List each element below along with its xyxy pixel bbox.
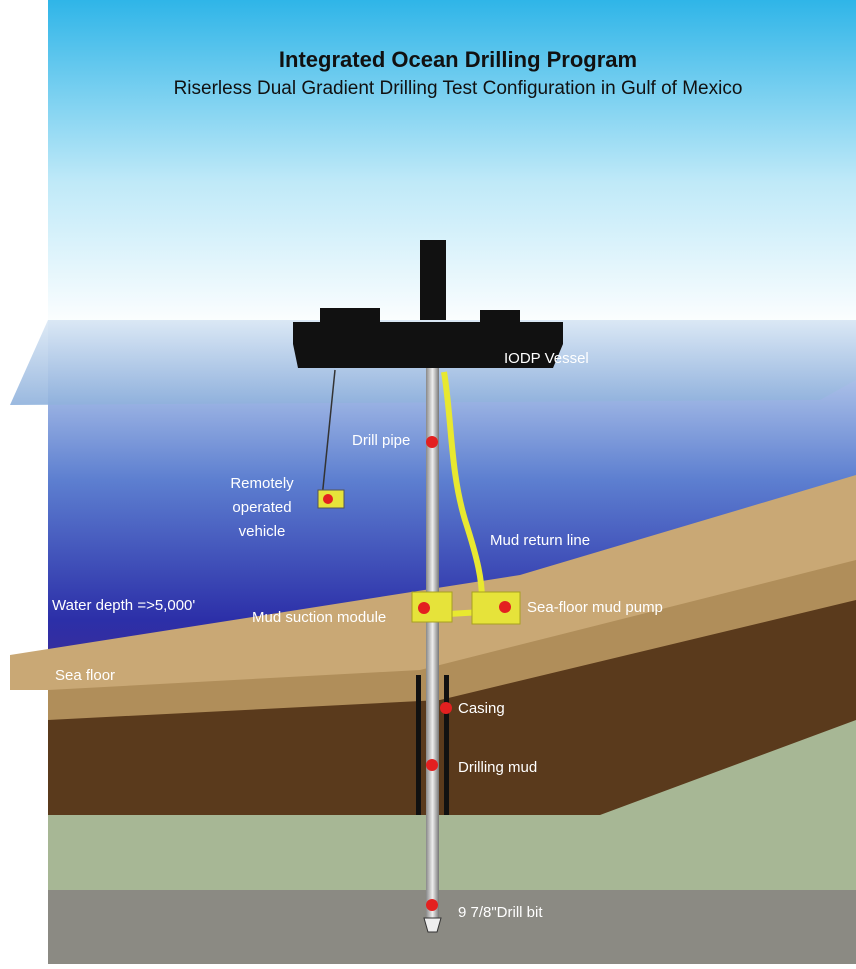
- label: 9 7/8"Drill bit: [458, 904, 543, 921]
- casing-right: [444, 675, 449, 815]
- markers: [323, 436, 511, 911]
- label: Sea floor: [55, 667, 115, 684]
- label: Drill pipe: [352, 432, 410, 449]
- label: IODP Vessel: [504, 350, 589, 367]
- label: Sea-floor mud pump: [527, 599, 663, 616]
- label: Drilling mud: [458, 759, 537, 776]
- rov-tether: [321, 369, 336, 499]
- title: Integrated Ocean Drilling Program: [279, 47, 637, 72]
- subtitle: Riserless Dual Gradient Drilling Test Co…: [174, 78, 743, 99]
- vessel: [293, 240, 563, 368]
- label: Water depth =>5,000': [52, 597, 195, 614]
- mud-suction-module: [411, 591, 453, 623]
- sky: [48, 0, 856, 330]
- label: Mud return line: [490, 532, 590, 549]
- gray-layer: [48, 890, 856, 964]
- label: vehicle: [239, 523, 286, 540]
- label: Remotely: [230, 475, 294, 492]
- casing-left: [416, 675, 421, 815]
- drill-bit: [423, 917, 442, 933]
- label: Casing: [458, 700, 505, 717]
- mud-return-line: [441, 371, 485, 601]
- label: operated: [232, 499, 291, 516]
- drill-pipe: [426, 360, 439, 920]
- label: Mud suction module: [252, 609, 386, 626]
- mud-pump: [471, 591, 521, 625]
